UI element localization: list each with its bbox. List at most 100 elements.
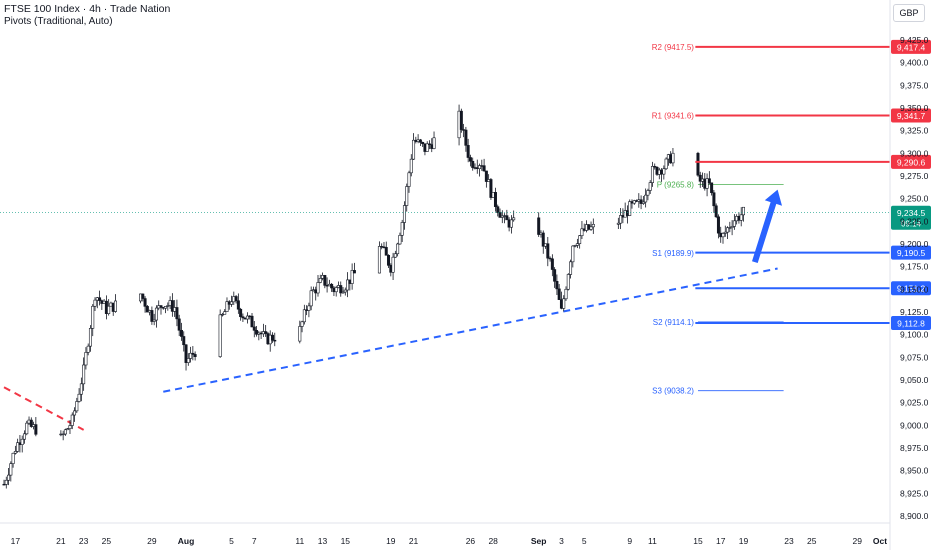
candle-up xyxy=(705,178,709,189)
candle-down xyxy=(184,344,188,363)
candle-up xyxy=(82,364,86,385)
candle-up xyxy=(723,231,727,234)
price-tick-label: 9,125.0 xyxy=(900,307,929,317)
time-tick-label: 19 xyxy=(739,536,749,546)
price-tick-label: 8,975.0 xyxy=(900,443,929,453)
candle-up xyxy=(68,425,72,429)
price-tick-label: 9,275.0 xyxy=(900,171,929,181)
candle-up xyxy=(726,227,730,233)
candle-down xyxy=(239,308,243,318)
time-tick-label: 9 xyxy=(627,536,632,546)
candle-down xyxy=(496,206,500,213)
candle-down xyxy=(696,152,700,176)
price-tick-label: 8,950.0 xyxy=(900,466,929,476)
candle-up xyxy=(432,137,436,149)
time-tick-label: 13 xyxy=(318,536,328,546)
pivot-label: S3 (9038.2) xyxy=(652,387,694,396)
candle-down xyxy=(550,258,554,270)
candle-down xyxy=(234,296,238,302)
time-tick-label: 5 xyxy=(582,536,587,546)
candle-up xyxy=(662,168,666,175)
trendline[interactable] xyxy=(163,267,778,393)
candle-up xyxy=(189,352,193,359)
current-price-label: 9,234.5 xyxy=(897,208,926,218)
candle-up xyxy=(741,206,745,216)
candle-up xyxy=(152,319,156,322)
candle-up xyxy=(398,235,402,245)
candle-up xyxy=(566,274,570,290)
candle-up xyxy=(396,243,400,255)
candle-down xyxy=(557,288,561,300)
candle-up xyxy=(107,305,111,314)
candle-up xyxy=(646,190,650,196)
horizontal-levels[interactable]: 9,417.4 9,341.7 9,290.6 9,190.5 9,151.2 9,112… xyxy=(0,39,931,331)
candle-up xyxy=(4,479,8,485)
candle-down xyxy=(250,315,254,328)
candle-up xyxy=(425,143,429,152)
candle-down xyxy=(339,285,343,294)
candle-down xyxy=(553,269,557,282)
time-tick-label: Oct xyxy=(873,536,887,546)
candle-up xyxy=(400,222,404,236)
candle-up xyxy=(405,186,409,206)
candle-down xyxy=(468,157,472,162)
candle-down xyxy=(177,318,181,331)
candle-up xyxy=(318,278,322,283)
price-tick-label: 9,175.0 xyxy=(900,262,929,272)
candle-down xyxy=(170,300,174,312)
time-tick-label: 23 xyxy=(79,536,89,546)
indicator-label[interactable]: Pivots (Traditional, Auto) xyxy=(4,16,113,27)
price-tick-label: 9,375.0 xyxy=(900,80,929,90)
candle-up xyxy=(728,227,732,229)
price-tick-label: 9,200.0 xyxy=(900,239,929,249)
price-tick-label: 9,325.0 xyxy=(900,126,929,136)
time-tick-label: 21 xyxy=(56,536,66,546)
time-tick-label: Aug xyxy=(178,536,195,546)
candle-up xyxy=(166,305,170,307)
candle-down xyxy=(546,243,550,259)
candle-down xyxy=(555,280,559,290)
candle-up xyxy=(671,152,675,164)
price-tick-label: 9,225.0 xyxy=(900,216,929,226)
time-axis[interactable]: 17 21 23 25 29 Aug 5 7 11 13 15 19 21 26 28 Sep 3 5 9 11 15 1… xyxy=(0,522,890,546)
candle-up xyxy=(650,166,654,183)
projection-arrow[interactable] xyxy=(752,189,782,263)
candle-down xyxy=(537,217,541,235)
candle-up xyxy=(391,256,395,273)
price-axis[interactable]: 8,900.0 8,925.0 8,950.0 8,975.0 9,000.0 9,025… xyxy=(889,0,929,550)
level-price-label: 9,112.8 xyxy=(897,319,925,329)
candle-down xyxy=(141,293,145,299)
candle-up xyxy=(84,352,88,366)
candle-up xyxy=(22,433,26,440)
price-tick-label: 9,025.0 xyxy=(900,398,929,408)
time-tick-label: 25 xyxy=(102,536,112,546)
candle-up xyxy=(113,300,117,312)
level-price-tag xyxy=(891,245,931,260)
candle-up xyxy=(739,214,743,221)
candle-up xyxy=(218,314,222,357)
candle-up xyxy=(402,205,406,223)
candle-up xyxy=(616,222,620,225)
pivot-label: S1 (9189.9) xyxy=(652,249,694,258)
time-tick-label: 5 xyxy=(229,536,234,546)
price-tick-label: 9,350.0 xyxy=(900,103,929,113)
currency-button[interactable]: GBP xyxy=(893,4,925,22)
candle-down xyxy=(698,174,702,182)
candle-up xyxy=(13,451,17,454)
candle-up xyxy=(564,288,568,300)
candle-up xyxy=(377,246,381,274)
candle-up xyxy=(573,245,577,247)
price-tick-label: 9,425.0 xyxy=(900,35,929,45)
chart-title: FTSE 100 Index · 4h · Trade Nation xyxy=(4,3,171,15)
level-price-label: 9,151.2 xyxy=(897,284,926,294)
time-tick-label: 26 xyxy=(466,536,476,546)
time-tick-label: 11 xyxy=(648,536,657,546)
time-tick-label: 15 xyxy=(341,536,351,546)
candle-up xyxy=(75,401,79,412)
price-tick-label: 9,150.0 xyxy=(900,284,929,294)
level-price-tag xyxy=(891,316,931,331)
time-tick-label: 25 xyxy=(807,536,817,546)
candle-down xyxy=(143,298,147,307)
candle-up xyxy=(569,261,573,275)
